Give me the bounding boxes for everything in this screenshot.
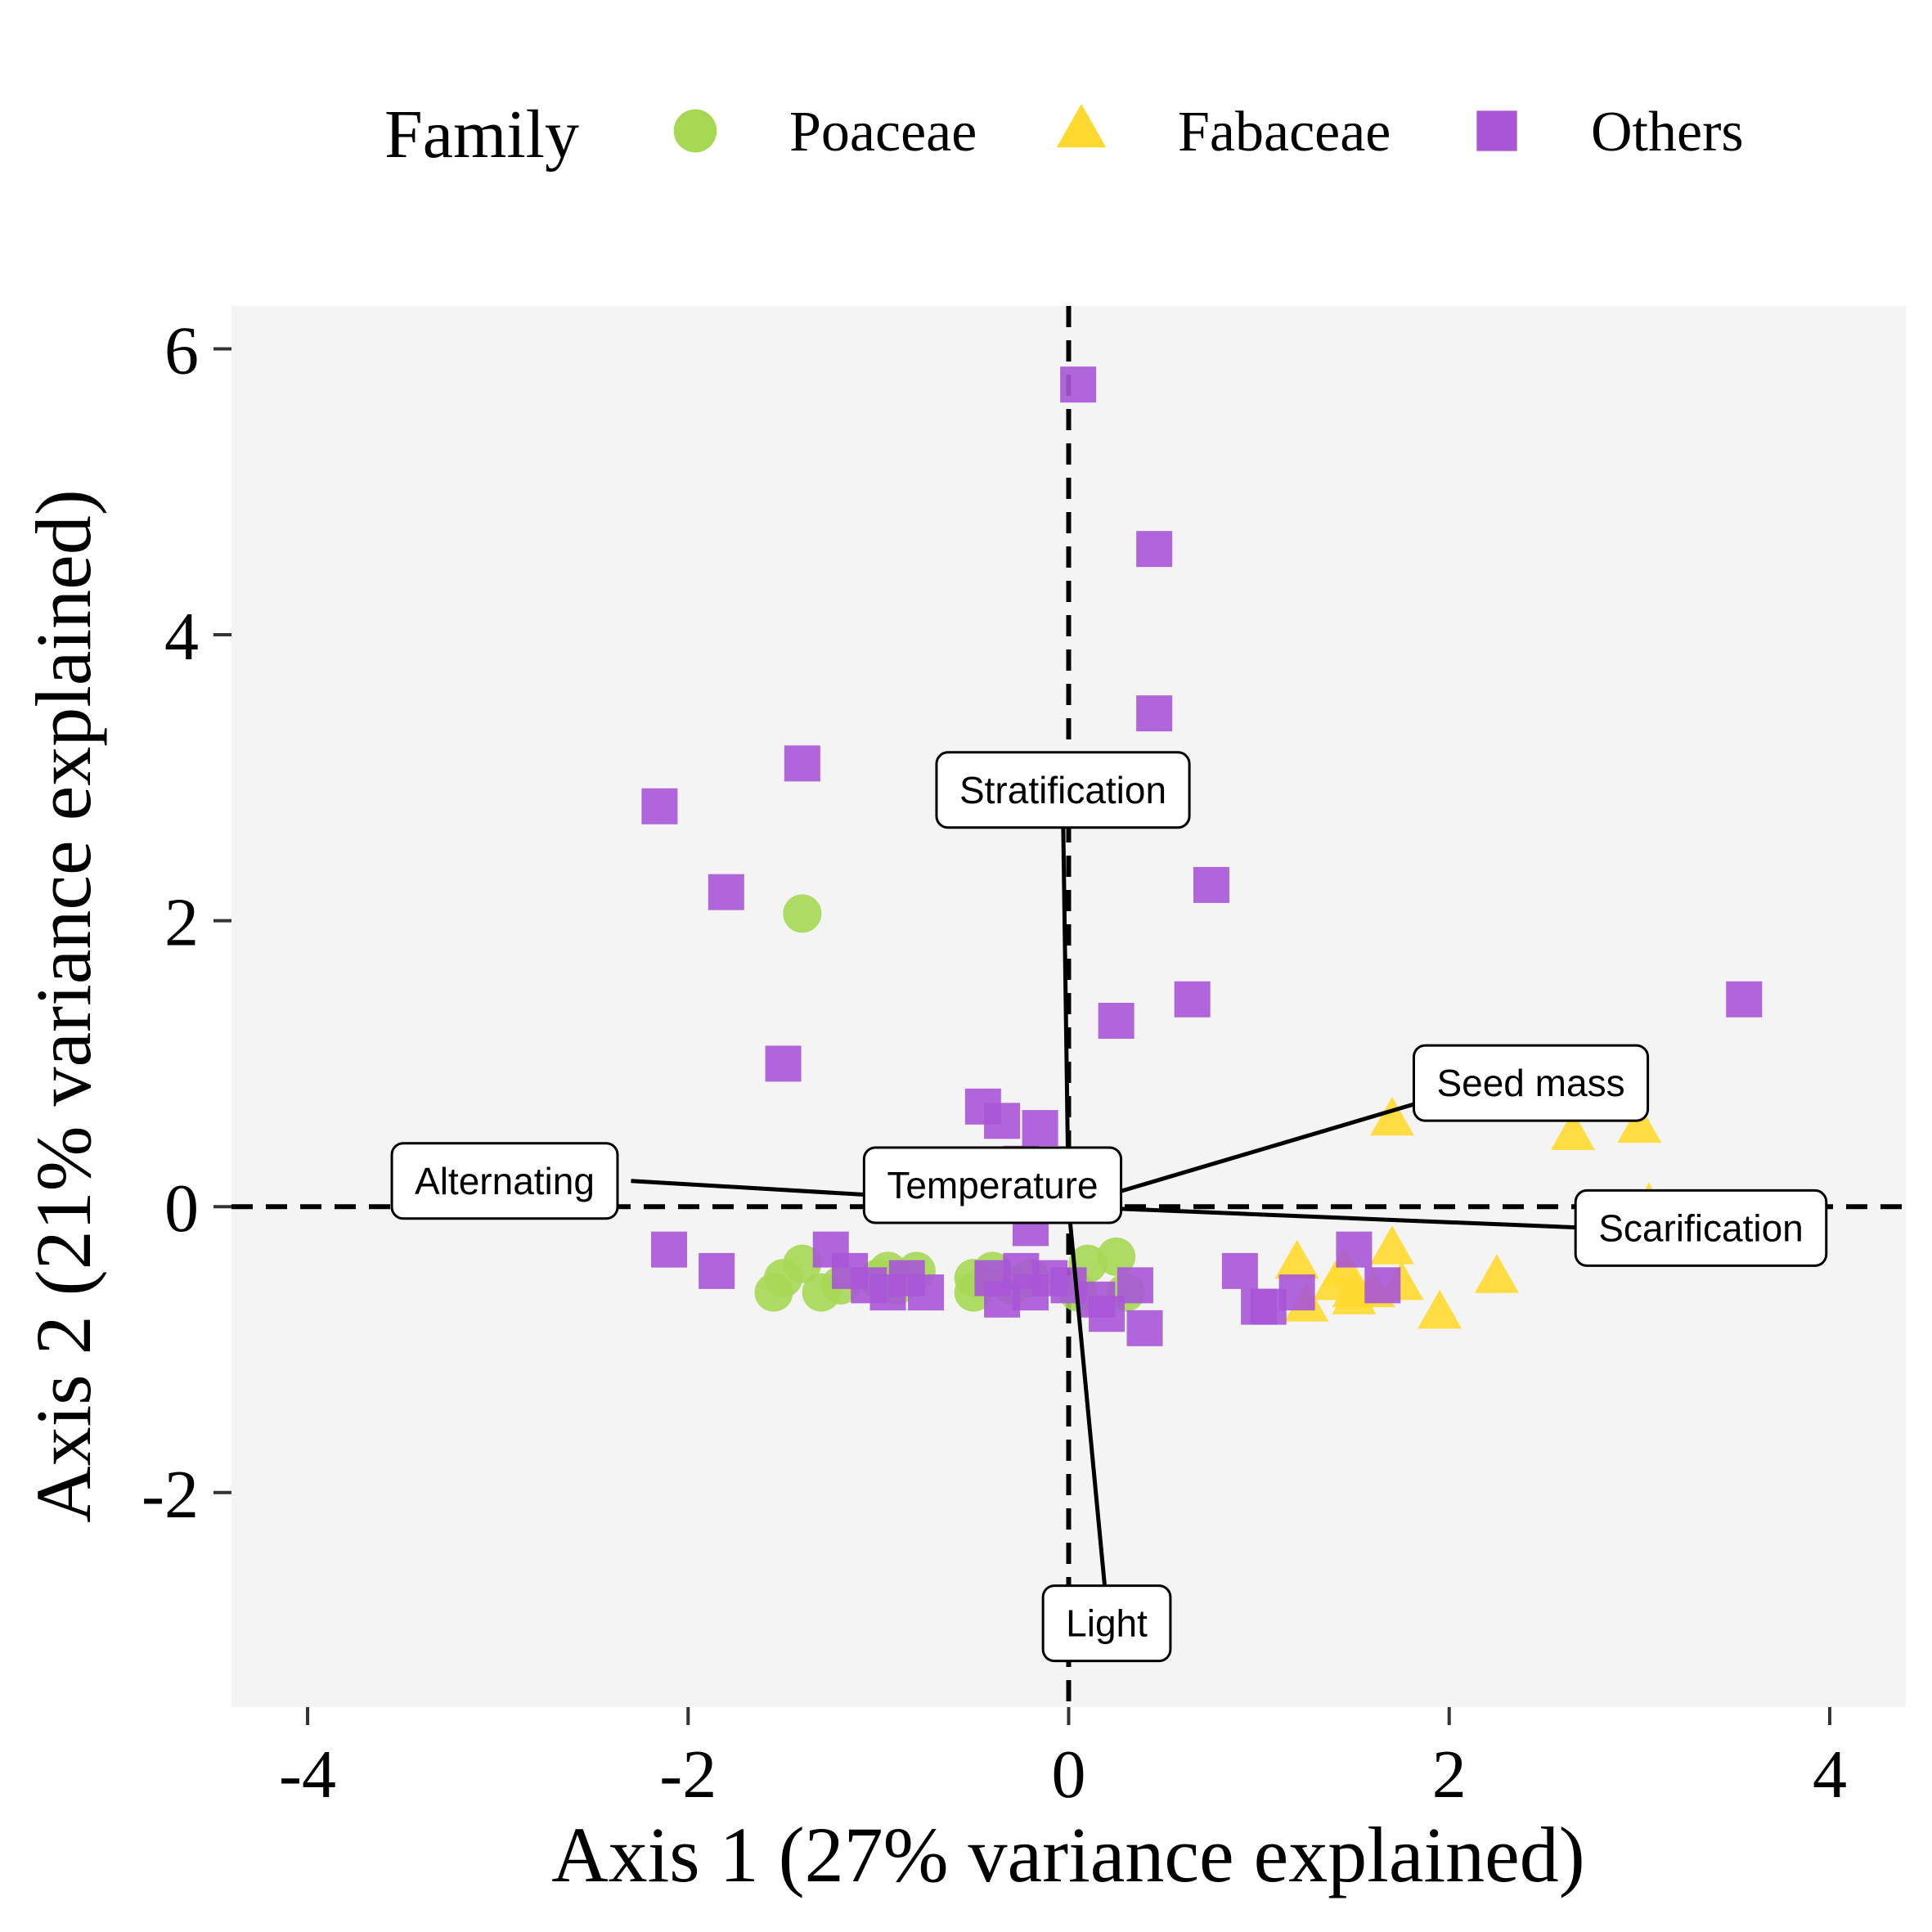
point-fabaceae xyxy=(1474,1254,1519,1293)
vector-labels: Stratification Seed mass Temperature Altern… xyxy=(390,751,1828,1663)
vector-label-text-seed-mass: Seed mass xyxy=(1436,1062,1624,1104)
vector-label-text-scarification: Scarification xyxy=(1598,1206,1804,1249)
point-others xyxy=(1193,866,1229,903)
point-fabaceae xyxy=(1274,1239,1319,1279)
y-tick-label: 6 xyxy=(164,312,199,389)
point-others xyxy=(1098,1002,1134,1039)
vector-light xyxy=(1067,1206,1109,1607)
point-others xyxy=(651,1231,688,1268)
x-axis-label: Axis 1 (27% variance explained) xyxy=(551,1811,1585,1898)
vector-label-box-temperature xyxy=(862,1146,1123,1224)
vector-label-temperature: Temperature xyxy=(862,1146,1123,1224)
point-others xyxy=(1022,1110,1058,1147)
vector-label-seed-mass: Seed mass xyxy=(1412,1044,1650,1122)
point-others xyxy=(1278,1274,1315,1311)
vector-label-text-light: Light xyxy=(1066,1602,1148,1645)
x-tick-label: 4 xyxy=(1813,1737,1847,1813)
y-axis-label: Axis 2 (21% variance explained) xyxy=(20,489,107,1523)
point-fabaceae xyxy=(1418,1289,1462,1329)
y-tick-label: 0 xyxy=(164,1170,199,1247)
x-tick-label: 2 xyxy=(1432,1737,1467,1813)
point-poaceae xyxy=(1097,1237,1136,1276)
vector-label-box-light xyxy=(1041,1584,1172,1663)
x-tick-label: -4 xyxy=(279,1737,336,1813)
point-others xyxy=(984,1103,1021,1139)
point-others xyxy=(1241,1288,1278,1325)
point-others xyxy=(908,1274,945,1311)
vector-seed-mass xyxy=(1067,1097,1431,1209)
data-points xyxy=(641,366,1763,1346)
vector-label-light: Light xyxy=(1041,1584,1172,1663)
point-others xyxy=(1136,695,1173,732)
vector-label-text-stratification: Stratification xyxy=(959,769,1166,811)
legend-marker-others xyxy=(1476,110,1517,151)
vector-label-box-stratification xyxy=(935,751,1191,829)
point-others xyxy=(1117,1267,1153,1304)
vector-label-scarification: Scarification xyxy=(1574,1188,1828,1267)
y-tick-label: 4 xyxy=(164,599,199,675)
legend-label-fabaceae: Fabaceae xyxy=(1178,101,1391,164)
legend-title: Family xyxy=(384,97,579,173)
vector-label-text-temperature: Temperature xyxy=(887,1164,1098,1206)
legend-marker-poaceae xyxy=(673,109,717,153)
legend-marker-fabaceae xyxy=(1056,104,1107,148)
point-others xyxy=(1136,531,1173,568)
point-fabaceae xyxy=(1369,1096,1414,1136)
y-tick-label: 2 xyxy=(164,885,199,961)
vector-label-stratification: Stratification xyxy=(935,751,1191,829)
point-others xyxy=(1364,1267,1401,1304)
x-tick-label: 0 xyxy=(1052,1737,1086,1813)
vector-label-box-seed-mass xyxy=(1412,1044,1650,1122)
vector-label-text-alternating: Alternating xyxy=(415,1160,595,1202)
point-fabaceae xyxy=(1369,1225,1414,1265)
vector-scarification xyxy=(1068,1204,1593,1230)
point-others xyxy=(1221,1252,1258,1289)
legend: Family Poaceae Fabaceae Others xyxy=(384,97,1744,173)
legend-label-poaceae: Poaceae xyxy=(789,101,977,164)
vector-label-box-alternating xyxy=(390,1142,619,1220)
point-fabaceae xyxy=(1617,1103,1662,1143)
point-others xyxy=(765,1045,802,1082)
y-tick-label: -2 xyxy=(142,1457,199,1533)
vector-label-box-scarification xyxy=(1574,1188,1828,1267)
axes: -4 -2 0 2 4 -2 0 2 4 6 xyxy=(142,312,1847,1813)
point-fabaceae xyxy=(1550,1111,1595,1150)
point-others xyxy=(1126,1310,1163,1346)
point-others xyxy=(708,874,744,910)
vector-label-alternating: Alternating xyxy=(390,1142,619,1220)
point-others xyxy=(1174,981,1211,1018)
point-others xyxy=(699,1252,735,1289)
point-others xyxy=(1726,981,1763,1018)
point-others xyxy=(1060,366,1097,403)
point-others xyxy=(641,788,678,824)
vector-stratification xyxy=(1061,806,1071,1207)
legend-label-others: Others xyxy=(1591,101,1744,164)
point-others xyxy=(1336,1231,1373,1268)
point-poaceae xyxy=(783,1244,822,1283)
point-others xyxy=(784,745,820,782)
point-poaceae xyxy=(783,894,822,933)
x-tick-label: -2 xyxy=(659,1737,717,1813)
